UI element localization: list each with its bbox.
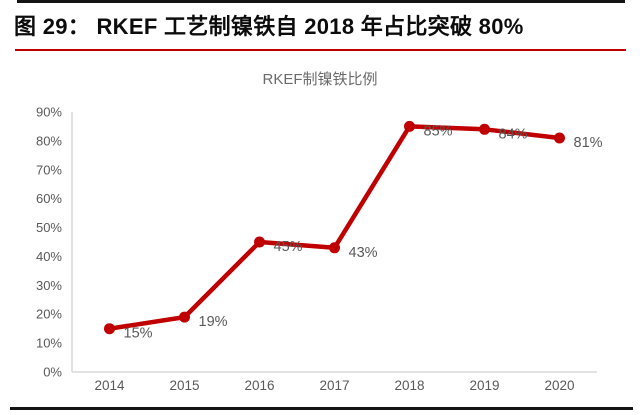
data-point-label: 15% (124, 326, 153, 342)
data-point-label: 81% (574, 135, 603, 151)
data-point-marker (179, 311, 190, 323)
chart-title: RKEF制镍铁比例 (262, 71, 378, 88)
y-tick-label: 50% (36, 220, 62, 235)
y-tick-label: 80% (36, 133, 62, 148)
figure-caption: 图 29： RKEF 工艺制镍铁自 2018 年占比突破 80% (14, 14, 524, 39)
data-point-label: 43% (349, 245, 378, 261)
data-point-label: 85% (424, 123, 453, 139)
data-point-marker (404, 120, 415, 132)
data-point-label: 19% (199, 314, 228, 330)
x-tick-label: 2019 (469, 378, 499, 393)
series-line (107, 124, 562, 331)
data-point-marker (479, 123, 490, 135)
y-tick-label: 30% (36, 278, 62, 293)
data-point-marker (254, 236, 265, 248)
x-tick-label: 2015 (169, 378, 199, 393)
y-tick-label: 60% (36, 191, 62, 206)
data-point-label: 84% (499, 126, 528, 142)
data-point-marker (554, 132, 565, 144)
y-tick-label: 40% (36, 249, 62, 264)
y-tick-label: 20% (36, 307, 62, 322)
data-point-marker (104, 323, 115, 335)
line-chart: 0% 10% 20% 30% 40% 50% 60% 70% 80% 90% 2014 2015 201… (36, 105, 603, 394)
chart-region: RKEF制镍铁比例 0% 10% 20% 30% 40% 50% 60% 70% 80% 90% 2… (0, 58, 640, 400)
bottom-divider (10, 407, 633, 410)
data-point-label: 45% (274, 239, 303, 255)
x-tick-label: 2017 (319, 378, 349, 393)
x-tick-label: 2016 (244, 378, 274, 393)
y-tick-label: 90% (36, 105, 62, 120)
y-tick-label: 0% (43, 365, 62, 380)
x-tick-label: 2014 (94, 378, 125, 393)
y-tick-label: 10% (36, 336, 62, 351)
top-divider (17, 0, 625, 3)
x-tick-label: 2020 (544, 378, 574, 393)
caption-underline (15, 49, 626, 51)
data-point-marker (329, 242, 340, 254)
x-tick-label: 2018 (394, 378, 424, 393)
y-tick-label: 70% (36, 162, 62, 177)
